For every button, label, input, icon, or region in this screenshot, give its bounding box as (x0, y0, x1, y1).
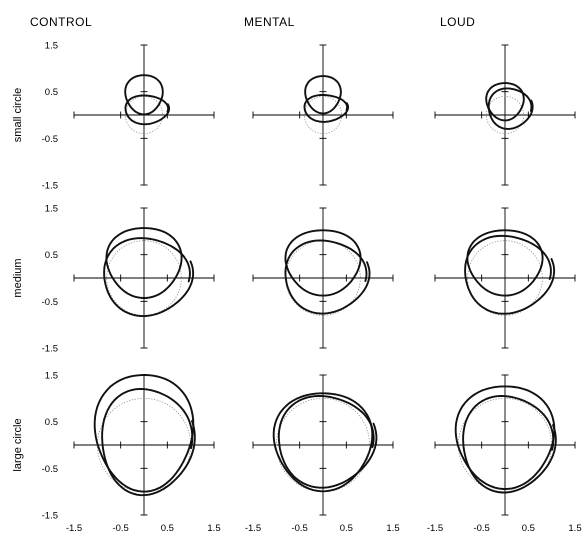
panel-r1-c1 (252, 207, 394, 349)
y-tick-label: 1.5 (45, 204, 58, 215)
panel-r0-c2 (434, 44, 576, 186)
reference-circle (285, 240, 361, 316)
trace-loop-2 (464, 234, 556, 315)
panel-r0-c1 (252, 44, 394, 186)
trace-loop-2 (103, 237, 195, 318)
panel-grid: 1.5 0.5 -0.5 -1.5 1.5 0.5 -0.5 -1.5 1.5 0.5 -0.5 -1… (42, 41, 582, 535)
y-tick-label: 0.5 (45, 87, 58, 98)
x-tick-label: -0.5 (291, 523, 307, 534)
panel-r1-c0: 1.5 0.5 -0.5 -1.5 (42, 204, 215, 355)
trace-loop-1 (93, 374, 195, 493)
panel-title-loud: LOUD (440, 15, 475, 29)
x-tick-label: -1.5 (66, 523, 82, 534)
x-tick-label: -1.5 (427, 523, 443, 534)
y-tick-label: -0.5 (42, 464, 58, 475)
panel-title-control: CONTROL (30, 15, 92, 29)
trace-loop-2 (303, 94, 350, 123)
panel-title-mental: MENTAL (244, 15, 295, 29)
y-tick-label: -1.5 (42, 344, 58, 355)
trace-loop-1 (105, 227, 183, 299)
x-tick-label: 1.5 (568, 523, 581, 534)
trace-loop-2 (487, 87, 534, 130)
x-tick-label: 1.5 (386, 523, 399, 534)
trace-loop-2 (462, 395, 557, 494)
y-tick-label: -0.5 (42, 297, 58, 308)
trace-loop-1 (124, 74, 164, 116)
panel-r2-c1 (252, 374, 394, 516)
reference-circle (106, 240, 182, 316)
x-tick-label: -1.5 (245, 523, 261, 534)
trace-loop-2 (101, 388, 196, 497)
panel-r1-c2 (434, 207, 576, 349)
trace-loop-2 (277, 395, 378, 489)
x-tick-label: 1.5 (207, 523, 220, 534)
panel-r2-c2 (434, 374, 576, 516)
y-tick-label: -1.5 (42, 181, 58, 192)
x-tick-label: -0.5 (473, 523, 489, 534)
x-tick-label: 0.5 (522, 523, 535, 534)
panel-r2-c0: 1.5 0.5 -0.5 -1.5 (42, 371, 215, 522)
row-label-large-circle: large circle (12, 418, 24, 471)
trace-loop-1 (454, 385, 556, 490)
trace-loop-1 (304, 75, 342, 115)
y-tick-label: -0.5 (42, 134, 58, 145)
panel-r0-c0: 1.5 0.5 -0.5 -1.5 (42, 41, 215, 192)
reference-circle (485, 95, 525, 135)
trace-loop-2 (284, 239, 371, 315)
x-tick-label: 0.5 (340, 523, 353, 534)
x-tick-label: -0.5 (112, 523, 128, 534)
trace-loop-1 (466, 229, 544, 297)
row-label-small-circle: small circle (12, 88, 24, 142)
trace-loop-1 (485, 82, 525, 122)
y-tick-label: -1.5 (42, 511, 58, 522)
y-tick-label: 1.5 (45, 41, 58, 52)
trace-loop-2 (124, 94, 171, 126)
reference-circle (467, 240, 543, 316)
y-tick-label: 0.5 (45, 250, 58, 261)
row-label-medium: medium (12, 258, 24, 297)
x-tick-label: 0.5 (161, 523, 174, 534)
reference-circle (303, 95, 343, 135)
y-tick-label: 1.5 (45, 371, 58, 382)
y-tick-label: 0.5 (45, 417, 58, 428)
